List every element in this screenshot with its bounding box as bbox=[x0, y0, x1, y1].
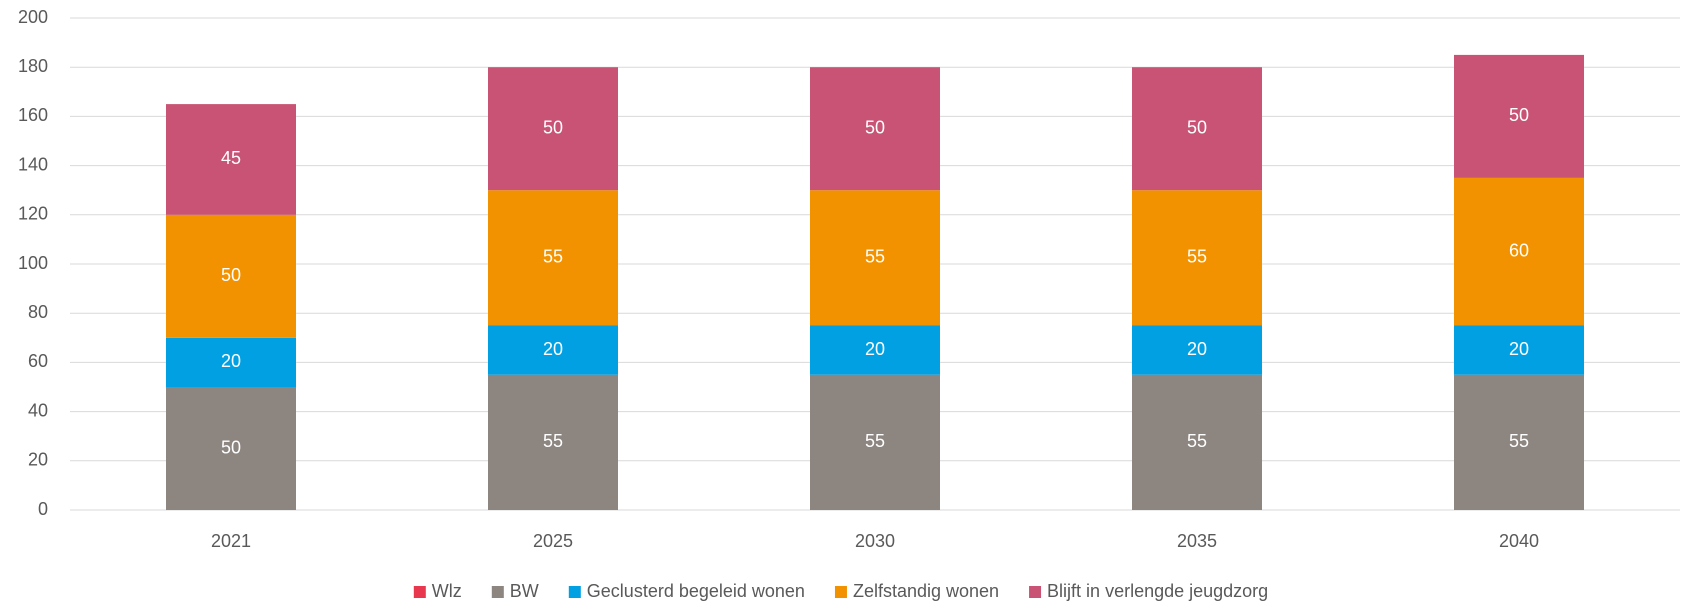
bar-segment bbox=[1454, 374, 1584, 510]
x-tick-label: 2025 bbox=[533, 531, 573, 551]
x-tick-label: 2021 bbox=[211, 531, 251, 551]
y-tick-label: 120 bbox=[18, 204, 48, 224]
bar-segment bbox=[1454, 325, 1584, 375]
bar-segment bbox=[810, 325, 940, 375]
legend-swatch bbox=[1029, 586, 1042, 598]
y-tick-label: 140 bbox=[18, 154, 48, 174]
x-tick-label: 2035 bbox=[1177, 531, 1217, 551]
legend-label: Wlz bbox=[432, 581, 462, 601]
y-tick-label: 200 bbox=[18, 7, 48, 27]
data-label: 20 bbox=[221, 351, 241, 371]
bar-segment bbox=[166, 104, 296, 215]
bar-segment bbox=[1132, 325, 1262, 375]
y-tick-label: 100 bbox=[18, 253, 48, 273]
y-tick-label: 180 bbox=[18, 56, 48, 76]
data-label: 45 bbox=[221, 148, 241, 168]
bar-segment bbox=[1132, 190, 1262, 326]
bar-segment bbox=[488, 67, 618, 191]
y-tick-label: 60 bbox=[28, 351, 48, 371]
y-tick-label: 160 bbox=[18, 105, 48, 125]
data-label: 50 bbox=[221, 437, 241, 457]
legend-label: Geclusterd begeleid wonen bbox=[587, 581, 805, 601]
data-label: 55 bbox=[543, 431, 563, 451]
y-tick-label: 80 bbox=[28, 302, 48, 322]
x-tick-label: 2030 bbox=[855, 531, 895, 551]
data-label: 55 bbox=[865, 431, 885, 451]
bar-segment bbox=[810, 374, 940, 510]
data-label: 55 bbox=[1187, 247, 1207, 267]
bar-segment bbox=[810, 190, 940, 326]
data-label: 50 bbox=[221, 265, 241, 285]
legend-label: Blijft in verlengde jeugdzorg bbox=[1047, 581, 1268, 601]
x-tick-label: 2040 bbox=[1499, 531, 1539, 551]
data-label: 55 bbox=[1509, 431, 1529, 451]
data-label: 50 bbox=[865, 117, 885, 137]
legend-swatch bbox=[568, 586, 581, 598]
y-tick-label: 0 bbox=[38, 499, 48, 519]
data-label: 20 bbox=[1187, 339, 1207, 359]
bar-segment bbox=[488, 190, 618, 326]
bar-segment bbox=[1132, 67, 1262, 191]
bar-segment bbox=[488, 325, 618, 375]
bar-segment bbox=[1454, 177, 1584, 326]
bar-segment bbox=[810, 67, 940, 191]
data-label: 50 bbox=[543, 117, 563, 137]
y-tick-label: 20 bbox=[28, 450, 48, 470]
data-label: 55 bbox=[1187, 431, 1207, 451]
data-label: 55 bbox=[865, 247, 885, 267]
legend-label: BW bbox=[510, 581, 539, 601]
data-label: 20 bbox=[543, 339, 563, 359]
bar-segment bbox=[166, 337, 296, 387]
bar-segment bbox=[488, 374, 618, 510]
y-tick-label: 40 bbox=[28, 400, 48, 420]
bar-segment bbox=[166, 387, 296, 510]
bar-segment bbox=[166, 214, 296, 338]
data-label: 20 bbox=[865, 339, 885, 359]
data-label: 60 bbox=[1509, 240, 1529, 260]
data-label: 50 bbox=[1509, 105, 1529, 125]
data-label: 50 bbox=[1187, 117, 1207, 137]
legend-swatch bbox=[413, 586, 426, 598]
legend-swatch bbox=[491, 586, 504, 598]
legend-swatch bbox=[834, 586, 847, 598]
data-label: 20 bbox=[1509, 339, 1529, 359]
data-label: 55 bbox=[543, 247, 563, 267]
bar-segment bbox=[1132, 374, 1262, 510]
bar-segment bbox=[1454, 54, 1584, 178]
legend-label: Zelfstandig wonen bbox=[853, 581, 999, 601]
